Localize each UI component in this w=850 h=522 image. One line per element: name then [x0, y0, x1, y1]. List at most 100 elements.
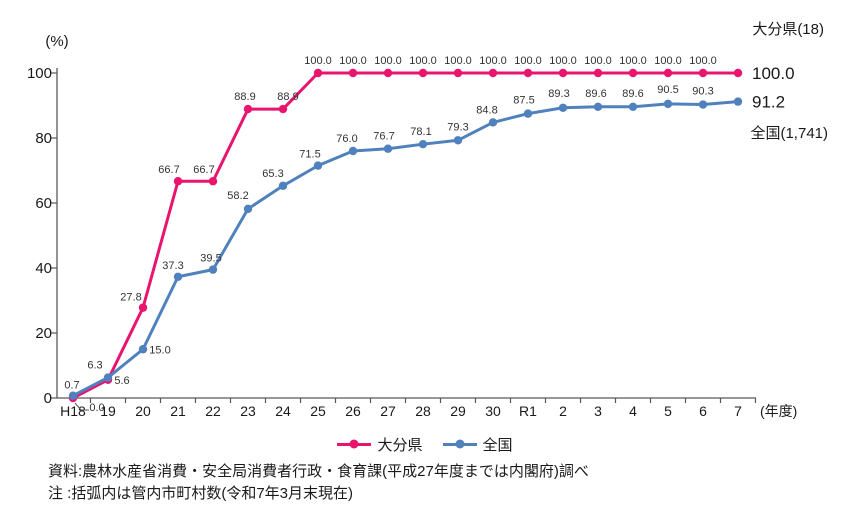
data-point-zenkoku	[278, 181, 288, 190]
legend-dot-icon	[455, 439, 464, 449]
series-line-oita	[71, 71, 740, 400]
data-label-oita: 100.0	[374, 55, 402, 67]
data-point-zenkoku	[453, 136, 463, 145]
y-tick-label: 0	[44, 390, 52, 407]
data-point-zenkoku	[593, 102, 603, 112]
data-label-zenkoku: 15.0	[149, 344, 170, 356]
y-tick-label: 100	[27, 65, 52, 82]
data-point-oita	[138, 303, 148, 312]
axis-lines	[56, 68, 756, 399]
data-point-oita	[593, 68, 603, 78]
data-point-zenkoku	[663, 99, 673, 109]
data-point-zenkoku	[103, 373, 113, 382]
data-label-oita: 100.0	[479, 55, 507, 67]
x-tick-label: 24	[275, 403, 291, 419]
data-point-oita	[418, 68, 428, 78]
data-point-oita	[453, 68, 463, 78]
x-tick-label: 6	[699, 403, 707, 419]
data-point-oita	[208, 177, 218, 186]
x-tick-label: 22	[205, 403, 221, 419]
data-point-oita	[733, 68, 743, 78]
data-label-oita: 100.0	[514, 55, 542, 67]
data-label-oita: 66.7	[158, 164, 179, 176]
data-point-oita	[383, 68, 393, 78]
data-label-oita: 100.0	[444, 55, 472, 67]
legend-item-zenkoku: 全国	[442, 434, 513, 455]
data-label-zenkoku: 90.5	[657, 84, 678, 96]
legend: 大分県 全国	[0, 432, 850, 456]
data-label-zenkoku: 89.3	[548, 88, 569, 100]
municipality-count-note: 注 :括弧内は管内市町村数(令和7年3月末現在)	[48, 485, 354, 502]
series-line-zenkoku	[71, 100, 740, 398]
x-tick-label: 4	[629, 403, 637, 419]
x-tick-label: H18	[60, 403, 86, 419]
data-label-oita: 100.0	[339, 55, 367, 67]
data-label-zenkoku: 71.5	[299, 149, 320, 161]
data-label-oita: 100.0	[409, 55, 437, 67]
x-tick-label: 21	[170, 403, 186, 419]
x-tick-label: 2	[559, 403, 567, 419]
x-tick-label: 5	[664, 403, 672, 419]
data-point-oita	[698, 68, 708, 78]
data-label-zenkoku: 84.8	[476, 104, 497, 116]
x-tick-label: 19	[100, 403, 116, 419]
x-tick-label: 3	[594, 403, 602, 419]
data-label-zenkoku: 65.3	[262, 168, 283, 180]
data-point-oita	[243, 104, 253, 114]
data-point-zenkoku	[243, 204, 253, 214]
data-point-zenkoku	[523, 109, 533, 118]
legend-label: 大分県	[377, 436, 423, 454]
data-label-oita: 27.8	[120, 292, 141, 304]
data-label-zenkoku: 76.7	[373, 131, 394, 143]
data-point-zenkoku	[628, 102, 638, 112]
end-label-oita: 100.0	[752, 64, 795, 83]
data-point-zenkoku	[173, 272, 183, 281]
source-note: 資料:農林水産省消費・安全局消費者行政・食育課(平成27年度までは内閣府)調べ	[48, 463, 589, 480]
x-tick-label: 28	[415, 403, 431, 419]
y-tick-label: 40	[35, 260, 52, 277]
data-label-oita: 5.6	[114, 375, 129, 387]
data-label-zenkoku: 39.5	[200, 253, 221, 265]
y-tick-label: 60	[35, 195, 52, 212]
data-label-zenkoku: 6.3	[87, 360, 102, 372]
data-label-oita: 88.9	[277, 91, 298, 103]
data-label-zenkoku: 58.2	[227, 190, 248, 202]
data-label-zenkoku: 89.6	[622, 88, 643, 100]
data-label-oita: 100.0	[619, 55, 647, 67]
data-label-oita: 66.7	[193, 164, 214, 176]
data-label-oita: 100.0	[304, 55, 332, 67]
data-point-oita	[348, 68, 358, 78]
data-point-zenkoku	[313, 161, 323, 170]
data-point-zenkoku	[698, 100, 708, 109]
x-tick-label: 20	[135, 403, 151, 419]
data-label-oita: 100.0	[549, 55, 577, 67]
data-point-zenkoku	[733, 97, 743, 106]
x-axis-unit-label: (年度)	[760, 403, 797, 419]
data-label-zenkoku: 79.3	[447, 121, 468, 133]
data-label-oita: 0.0	[89, 402, 104, 414]
data-label-oita: 100.0	[689, 55, 717, 67]
y-tick-label: 20	[35, 325, 52, 342]
data-point-oita	[663, 68, 673, 78]
legend-line-marker-icon	[337, 439, 372, 449]
data-point-zenkoku	[488, 118, 498, 127]
data-label-zenkoku: 90.3	[692, 86, 713, 98]
x-tick-label: 30	[485, 403, 501, 419]
data-label-oita: 100.0	[654, 55, 682, 67]
data-point-oita	[558, 68, 568, 78]
label-leader-line	[74, 402, 89, 411]
data-point-zenkoku	[558, 103, 568, 112]
y-tick-label: 80	[35, 130, 52, 147]
legend-line-marker-icon	[442, 439, 477, 449]
legend-label: 全国	[482, 436, 513, 454]
x-tick-label: 23	[240, 403, 256, 419]
data-point-zenkoku	[418, 139, 428, 149]
x-tick-label: 26	[345, 403, 361, 419]
legend-item-oita: 大分県	[337, 434, 423, 455]
x-tick-label: 25	[310, 403, 326, 419]
data-label-zenkoku: 37.3	[162, 260, 183, 272]
series-annotation-zenkoku: 全国(1,741)	[750, 125, 828, 142]
data-label-zenkoku: 0.7	[64, 380, 79, 392]
data-point-zenkoku	[208, 265, 218, 274]
